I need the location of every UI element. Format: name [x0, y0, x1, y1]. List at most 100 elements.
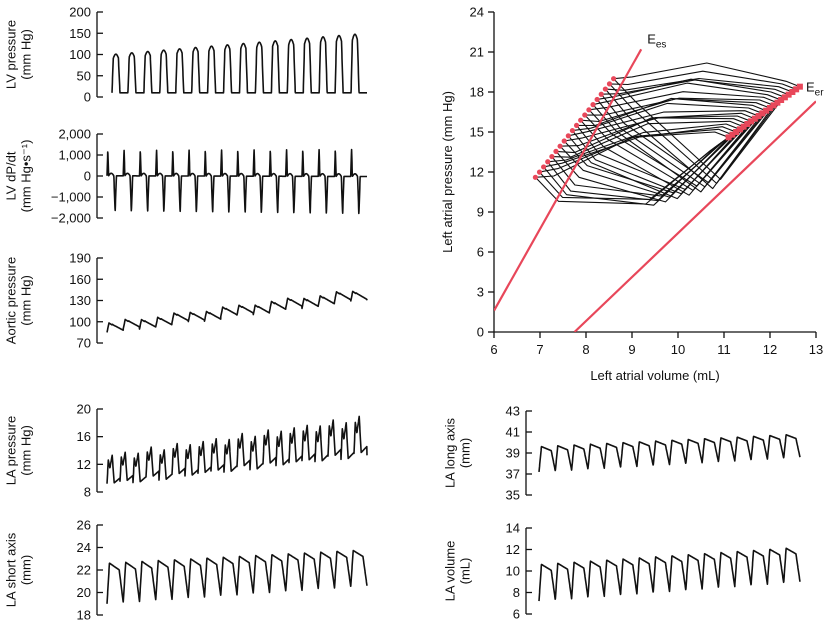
y-axis-label-line: LA volume: [443, 541, 458, 602]
y-tick-label: 26: [77, 518, 91, 533]
y-tick-label: 100: [69, 314, 91, 329]
y-axis-label-line: LV pressure: [4, 20, 19, 89]
es-point: [586, 107, 592, 113]
chart-aop: 70 100 130 160 190 Aortic pressure(mm Hg): [4, 251, 368, 351]
er-point: [729, 131, 736, 138]
y-tick-label: 9: [477, 205, 484, 220]
x-tick-label: 7: [536, 342, 543, 357]
er-point: [774, 99, 781, 106]
er-point: [748, 118, 755, 125]
series-label-ees: Ees: [647, 31, 666, 50]
y-tick-label: 20: [77, 585, 91, 600]
chart-pv: 6 7 8 9 10 11 12 13 0 3 6 9 12 15 18 21 24 Left atrial vo…: [440, 5, 824, 384]
y-axis-label: LA long axis(mm): [443, 417, 473, 488]
y-axis-label-line: LA pressure: [4, 416, 19, 485]
y-tick-label: 12: [77, 457, 91, 472]
es-point: [582, 112, 588, 118]
chart-lashort: 18 20 22 24 26 LA short axis(mm): [4, 518, 368, 620]
y-axis-label: LV pressure(mm Hg): [4, 20, 34, 89]
y-axis-label-line: (mm Hg): [19, 425, 34, 476]
es-point: [549, 153, 555, 160]
y-tick-label: 12: [506, 542, 520, 557]
er-point: [793, 86, 800, 93]
x-tick-label: 6: [490, 342, 497, 357]
er-point: [766, 105, 773, 111]
es-point: [541, 164, 547, 170]
x-tick-label: 8: [582, 342, 589, 357]
y-axis-label: LA pressure(mm Hg): [4, 416, 34, 485]
y-axis-label-line: (mm Hg): [19, 29, 34, 80]
y-axis-label-line: (mm): [19, 555, 34, 585]
y-tick-label: 1,000: [58, 148, 91, 163]
series-line-lalong: [538, 433, 801, 472]
er-point: [736, 126, 743, 133]
y-tick-label: 22: [77, 563, 91, 578]
y-axis-label-line: LV dP/dt: [4, 151, 19, 200]
y-tick-label: 70: [77, 336, 91, 351]
y-axis-label-line: (mm): [458, 438, 473, 468]
chart-dpdt: −2,000 −1,000 0 1,000 2,000 LV dP/dt(mm Hg•s⁻…: [4, 127, 368, 226]
y-axis-label-line: (mm Hg): [19, 275, 34, 326]
er-point: [778, 97, 785, 103]
es-point: [598, 91, 604, 97]
y-tick-label: 15: [470, 125, 484, 140]
er-point: [759, 110, 766, 117]
y-axis-label: LA short axis(mm): [4, 532, 34, 607]
x-tick-label: 11: [717, 342, 731, 357]
y-tick-label: −1,000: [51, 190, 91, 205]
es-point: [611, 76, 617, 82]
y-tick-label: 20: [77, 402, 91, 417]
es-point: [569, 127, 576, 134]
es-point: [606, 81, 613, 87]
es-point: [590, 102, 596, 108]
er-point: [725, 134, 732, 141]
y-tick-label: 0: [84, 169, 91, 184]
y-axis-label-line: (mm Hg•s⁻¹): [19, 140, 34, 213]
es-point: [553, 148, 559, 154]
es-point: [545, 159, 551, 165]
y-tick-label: 39: [506, 446, 520, 461]
er-point: [789, 89, 796, 95]
x-tick-label: 13: [809, 342, 823, 357]
series-line-dpdt: [106, 148, 368, 215]
series-line-lap: [106, 415, 368, 484]
y-tick-label: 3: [477, 285, 484, 300]
y-tick-label: 150: [69, 26, 91, 41]
series-line-aop: [106, 290, 368, 333]
pv-loops: [535, 62, 801, 206]
y-axis-label: LA volume(mL): [443, 541, 473, 602]
y-tick-label: 16: [77, 429, 91, 444]
y-axis-label: Left atrial pressure (mm Hg): [440, 91, 455, 253]
es-point: [565, 133, 571, 139]
y-tick-label: 43: [506, 404, 520, 419]
er-point: [763, 107, 770, 114]
y-axis-label-line: (mL): [458, 558, 473, 585]
y-tick-label: 130: [69, 293, 91, 308]
y-tick-label: 24: [470, 5, 484, 20]
y-tick-label: 18: [77, 608, 91, 620]
y-tick-label: 37: [506, 467, 520, 482]
series-line-lashort: [106, 549, 368, 604]
er-point: [785, 91, 792, 98]
x-tick-label: 10: [671, 342, 685, 357]
er-point: [733, 129, 740, 135]
y-tick-label: 6: [477, 245, 484, 260]
y-tick-label: 35: [506, 488, 520, 503]
y-tick-label: 200: [69, 5, 91, 20]
es-point: [557, 143, 563, 149]
y-tick-label: 8: [84, 485, 91, 500]
y-tick-label: 10: [506, 564, 520, 579]
er-point: [770, 102, 777, 109]
pv-loop: [613, 62, 801, 180]
y-tick-label: 100: [69, 47, 91, 62]
y-axis-label: Aortic pressure(mm Hg): [4, 257, 34, 344]
y-tick-label: 18: [470, 85, 484, 100]
chart-lap: 8 12 16 20 LA pressure(mm Hg): [4, 402, 368, 500]
y-tick-label: 160: [69, 272, 91, 287]
er-point: [755, 113, 762, 119]
y-tick-label: 6: [513, 607, 520, 620]
x-axis-label: Left atrial volume (mL): [590, 368, 719, 383]
series-line-ees: [494, 48, 643, 312]
series-label-eer: Eer: [806, 79, 824, 98]
